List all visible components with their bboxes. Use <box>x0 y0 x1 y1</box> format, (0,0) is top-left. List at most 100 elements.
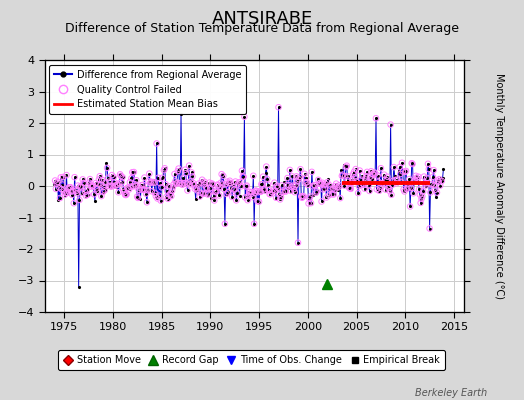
Point <box>246 189 254 195</box>
Point <box>117 173 125 179</box>
Point <box>235 179 243 186</box>
Point <box>100 184 108 190</box>
Point <box>187 178 195 184</box>
Point <box>82 192 90 199</box>
Point <box>310 182 319 188</box>
Point <box>330 187 339 193</box>
Point <box>297 193 305 200</box>
Point <box>98 177 106 183</box>
Point <box>101 187 109 194</box>
Point <box>89 182 97 189</box>
Point <box>188 173 196 180</box>
Point <box>388 182 397 188</box>
Point <box>372 115 380 122</box>
Point <box>148 179 157 186</box>
Point <box>299 193 307 199</box>
Point <box>278 189 287 195</box>
Point <box>222 191 231 197</box>
Point <box>186 181 194 188</box>
Point <box>158 174 167 181</box>
Point <box>70 174 79 180</box>
Point <box>242 183 250 190</box>
Point <box>328 191 336 198</box>
Point <box>151 190 159 196</box>
Point <box>185 162 193 169</box>
Point <box>144 178 152 184</box>
Point <box>289 182 297 189</box>
Point <box>301 180 310 186</box>
Point <box>189 180 198 186</box>
Point <box>80 180 89 186</box>
Point <box>58 186 66 192</box>
Point <box>95 173 104 180</box>
Point <box>225 178 234 184</box>
Point <box>312 188 321 194</box>
Point <box>312 190 320 196</box>
Point <box>354 190 362 196</box>
Point <box>398 160 406 166</box>
Point <box>133 193 141 200</box>
Point <box>333 184 341 191</box>
Point <box>97 193 106 199</box>
Point <box>68 192 77 198</box>
Point <box>424 166 433 172</box>
Point <box>357 176 366 183</box>
Point <box>287 184 296 190</box>
Point <box>250 221 258 227</box>
Point <box>130 181 139 187</box>
Point <box>175 180 183 186</box>
Point <box>348 177 357 183</box>
Point <box>384 184 392 191</box>
Point <box>401 168 409 175</box>
Point <box>200 179 209 185</box>
Point <box>402 186 411 192</box>
Point <box>106 182 115 189</box>
Point <box>204 191 212 198</box>
Point <box>88 184 96 190</box>
Point <box>265 187 273 193</box>
Point <box>247 191 255 198</box>
Point <box>433 177 442 184</box>
Point <box>239 174 248 180</box>
Point <box>209 181 217 188</box>
Point <box>173 180 181 186</box>
Text: Berkeley Earth: Berkeley Earth <box>415 388 487 398</box>
Point <box>77 183 85 190</box>
Point <box>204 190 213 196</box>
Point <box>362 173 370 179</box>
Point <box>294 176 303 182</box>
Point <box>232 197 241 204</box>
Point <box>342 164 350 170</box>
Point <box>359 182 368 188</box>
Point <box>81 189 90 195</box>
Point <box>375 188 384 194</box>
Point <box>184 179 192 186</box>
Point <box>290 186 298 192</box>
Point <box>121 191 129 198</box>
Point <box>114 181 122 188</box>
Point <box>67 184 75 190</box>
Point <box>296 174 304 180</box>
Point <box>245 189 254 195</box>
Point <box>257 181 266 187</box>
Point <box>198 176 206 183</box>
Point <box>427 181 435 188</box>
Point <box>413 176 422 183</box>
Point <box>332 180 341 187</box>
Point <box>64 186 72 192</box>
Point <box>142 190 150 197</box>
Point <box>402 168 410 174</box>
Point <box>123 185 132 191</box>
Point <box>128 169 136 176</box>
Point <box>132 177 140 184</box>
Point <box>62 172 71 178</box>
Point <box>346 186 355 192</box>
Point <box>114 189 123 196</box>
Point <box>262 163 270 170</box>
Point <box>346 185 354 191</box>
Point <box>88 182 96 189</box>
Point <box>339 172 347 178</box>
Point <box>397 179 406 185</box>
Point <box>171 178 180 184</box>
Point <box>308 169 316 175</box>
